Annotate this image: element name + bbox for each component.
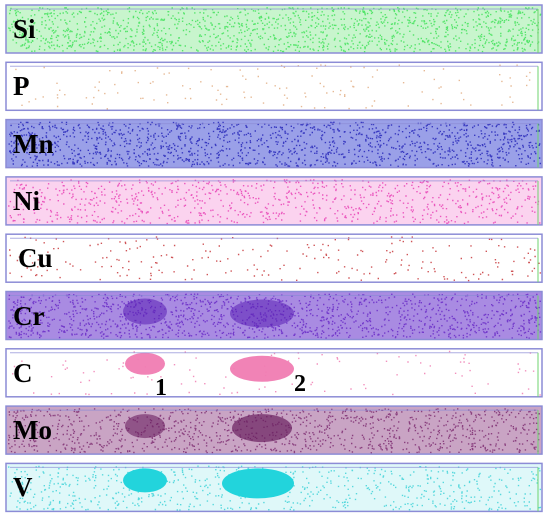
element-label-ni: Ni	[13, 185, 40, 216]
element-label-cu: Cu	[18, 243, 53, 274]
map-frame	[5, 290, 543, 341]
element-map-mo	[5, 405, 543, 455]
map-frame	[5, 176, 543, 226]
map-frame	[5, 462, 543, 513]
element-label-mo: Mo	[13, 415, 52, 446]
cluster-region-2	[232, 414, 292, 443]
element-label-mn: Mn	[13, 128, 54, 159]
element-map-v	[5, 462, 543, 513]
map-background	[6, 234, 542, 283]
element-map-si	[5, 4, 543, 54]
element-map-mn	[5, 118, 543, 169]
cluster-region-2	[230, 355, 294, 382]
cluster-marker-1: 1	[155, 374, 167, 401]
element-label-si: Si	[13, 14, 36, 44]
map-frame	[5, 348, 543, 398]
cluster-region-1	[123, 468, 167, 493]
map-frame	[5, 118, 543, 169]
map-frame	[5, 4, 543, 54]
cluster-region-1	[123, 298, 167, 325]
cluster-region-2	[222, 468, 294, 499]
cluster-marker-2: 2	[294, 370, 306, 397]
atom-speckles	[12, 350, 541, 396]
atom-speckles	[9, 236, 541, 282]
element-label-v: V	[13, 472, 33, 503]
atom-speckles	[8, 121, 541, 167]
map-background	[6, 62, 542, 111]
element-label-cr: Cr	[13, 300, 45, 331]
cluster-region-1	[125, 352, 165, 375]
element-map-ni	[5, 176, 543, 226]
cluster-region-1	[125, 414, 165, 439]
cluster-region-2	[230, 299, 294, 328]
element-label-p: P	[13, 71, 30, 102]
map-frame	[5, 405, 543, 455]
element-map-p	[5, 61, 543, 112]
atom-speckles	[8, 179, 541, 225]
map-frame	[5, 61, 543, 112]
map-frame	[5, 233, 543, 283]
element-label-c: C	[13, 357, 33, 388]
atom-speckles	[8, 7, 542, 53]
element-map-c	[5, 348, 543, 398]
element-map-cr	[5, 290, 543, 341]
element-map-cu	[5, 233, 543, 283]
